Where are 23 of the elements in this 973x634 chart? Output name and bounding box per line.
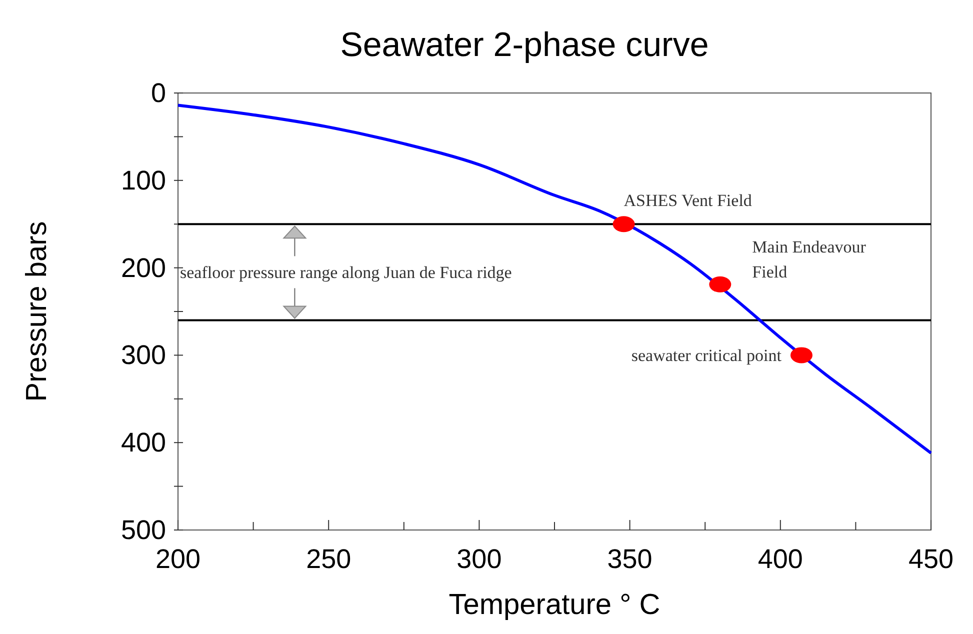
y-tick-label: 300 <box>120 340 166 370</box>
y-tick-label: 100 <box>120 165 166 196</box>
y-tick-label: 400 <box>120 428 166 458</box>
x-tick-label: 400 <box>758 544 803 574</box>
x-tick-label: 250 <box>306 544 352 574</box>
x-tick-label: 350 <box>607 544 652 574</box>
y-axis-title: Pressure bars <box>21 221 53 402</box>
annotation: ASHES Vent Field <box>624 191 752 210</box>
x-tick-label: 200 <box>155 544 201 574</box>
x-tick-label: 450 <box>908 544 954 574</box>
y-tick-label: 0 <box>150 78 166 108</box>
x-tick-label: 300 <box>456 544 502 574</box>
x-axis-title: Temperature ° C <box>448 589 660 621</box>
line-series <box>176 104 932 455</box>
annotation: seafloor pressure range along Juan de Fuca ridge <box>180 263 512 282</box>
chart-title: Seawater 2-phase curve <box>340 26 709 64</box>
point <box>790 347 812 364</box>
point <box>612 216 635 232</box>
y-tick-label: 200 <box>120 252 166 283</box>
y-tick-label: 500 <box>120 515 166 545</box>
point <box>709 276 732 292</box>
annotation: Main Endeavour Field <box>752 237 866 282</box>
annotation: seawater critical point <box>631 346 782 366</box>
